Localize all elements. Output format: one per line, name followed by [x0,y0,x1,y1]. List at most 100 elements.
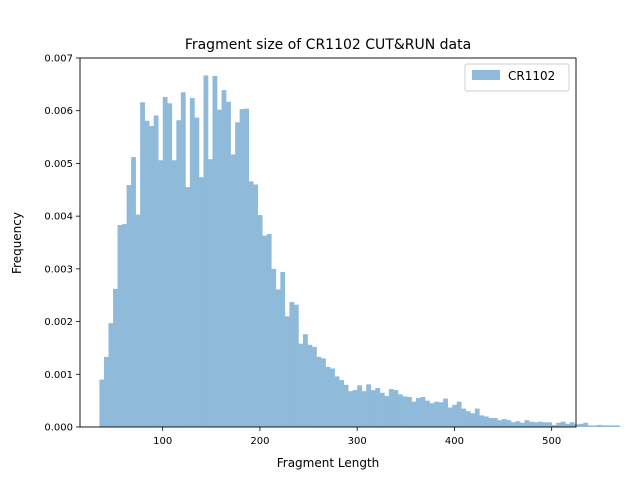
histogram-bar [275,289,281,427]
x-axis-label: Fragment Length [277,456,380,470]
histogram-bar [257,215,263,427]
histogram-bar [565,423,571,427]
histogram-bar [122,224,127,427]
histogram-bar [99,379,105,427]
histogram-bar [316,356,322,427]
histogram-bar [312,346,317,427]
histogram-bar [339,380,344,427]
histogram-bar [556,422,562,427]
histogram-bar [221,90,227,428]
histogram-bar [393,390,399,427]
histogram-bar [207,159,213,427]
legend-swatch-cr1102 [472,70,500,80]
histogram-bar [483,416,489,427]
histogram-bar [307,344,313,427]
histogram-bar [153,115,159,428]
histogram-bar [113,288,118,427]
histogram-bar [601,425,607,427]
y-tick-label: 0.004 [44,212,73,223]
histogram-bar [510,422,516,427]
histogram-bar [131,157,136,428]
histogram-bar [438,402,444,427]
histogram-bar [212,75,218,428]
histogram-bar [298,343,304,427]
histogram-bar [244,108,249,427]
histogram-bar [520,422,525,427]
histogram-bar [343,384,349,427]
histogram-bar [416,398,421,427]
histogram-bar [492,418,498,427]
histogram-bar [321,358,326,427]
histogram-bar [379,392,385,427]
histogram-bar [266,234,272,427]
histogram-bar [352,390,358,427]
histogram-bar [610,425,616,427]
histogram-bar [235,122,240,427]
histogram-bar [284,316,290,427]
histogram-bar [293,304,299,427]
histogram-bar [167,103,173,427]
histogram-bar [330,368,335,427]
histogram-bar [569,422,575,427]
chart-title: Fragment size of CR1102 CUT&RUN data [185,37,471,53]
x-tick-label: 500 [542,436,561,447]
y-axis-label: Frequency [10,212,24,274]
x-tick-label: 300 [348,436,367,447]
histogram-bar [198,177,204,427]
histogram-bar [226,101,231,427]
histogram-bar [302,334,308,427]
y-axis-ticks: 0.000 0.001 0.002 0.003 0.004 0.005 0.006 0.007 [44,54,80,434]
histogram-bar [262,235,268,427]
histogram-bar [144,120,150,427]
histogram-bar [189,98,195,427]
y-tick-label: 0.001 [44,370,73,381]
y-tick-label: 0.007 [44,54,73,65]
histogram-bar [135,214,141,427]
histogram-bar [217,109,222,427]
x-tick-label: 100 [153,436,172,447]
histogram-bar [357,385,363,427]
histogram-bar [239,109,245,427]
histogram-bar [126,185,132,427]
histogram-bar [325,366,331,427]
histogram-bar [103,356,109,427]
histogram-bar [461,408,467,427]
histogram-bar [515,421,521,427]
histogram-bar [230,154,236,427]
histogram-bar [443,398,448,427]
histogram-bar [538,421,543,427]
histogram-bar [592,425,598,427]
histogram-bar [370,390,376,427]
histogram-bar [402,396,408,427]
histogram-bar [529,421,534,427]
histogram-bar [456,401,462,427]
histogram-bar [488,418,494,427]
histogram-bar [447,407,453,427]
x-axis-ticks: 100 200 300 400 500 [153,427,561,447]
histogram-bar [348,391,354,427]
histogram-bar [533,422,539,427]
histogram-bar [171,160,177,427]
y-tick-label: 0.000 [44,423,73,434]
histogram-bar [587,425,593,427]
histogram-bar [452,404,458,427]
histogram-bar [429,403,435,427]
histogram-bar [578,423,584,427]
y-tick-label: 0.002 [44,317,73,328]
histogram-bar [614,425,620,427]
legend-label-cr1102: CR1102 [508,69,555,83]
histogram-bar [334,376,340,427]
histogram-bar [474,408,480,427]
histogram-bar [117,225,123,427]
legend: CR1102 [464,63,570,92]
histogram-bar [434,401,439,427]
histogram-bar [605,425,611,427]
histogram-bar [375,387,381,427]
histogram-bar [465,411,471,427]
x-tick-label: 400 [445,436,464,447]
histogram-bar [506,420,512,427]
histogram-bar [158,160,164,427]
histogram-bar [140,102,145,427]
plot-area-frame [79,57,577,428]
